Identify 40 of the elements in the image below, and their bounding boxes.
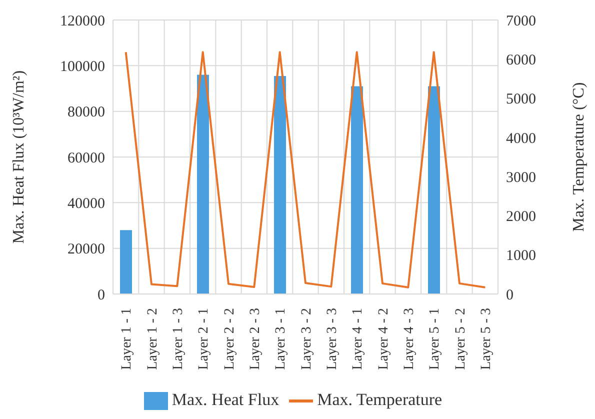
x-tick-label: Layer 4 - 2 <box>376 308 392 370</box>
x-tick-label: Layer 3 - 1 <box>274 308 289 370</box>
y-tick-label: 80000 <box>68 104 105 121</box>
y2-axis-title: Max. Temperature (°C) <box>570 82 588 232</box>
y-tick-label: 60000 <box>68 150 105 166</box>
x-tick-label: Layer 2 - 3 <box>248 308 264 370</box>
x-tick-label: Layer 5 - 1 <box>428 308 443 370</box>
bar <box>197 74 209 294</box>
legend-label: Max. Heat Flux <box>172 390 280 409</box>
line-series <box>124 51 486 288</box>
x-tick-label: Layer 5 - 3 <box>479 308 494 370</box>
y2-tick-label: 4000 <box>506 130 536 147</box>
y2-tick-label: 1000 <box>506 248 536 264</box>
y2-tick-label: 0 <box>506 287 514 304</box>
y-tick-label: 40000 <box>68 196 105 212</box>
x-tick-label: Layer 5 - 2 <box>453 308 468 370</box>
y-tick-label: 0 <box>98 287 105 304</box>
y2-tick-label: 2000 <box>506 209 536 226</box>
x-tick-label: Layer 4 - 1 <box>350 308 366 370</box>
x-tick-label: Layer 1 - 1 <box>120 308 135 370</box>
y2-tick-label: 7000 <box>506 13 536 30</box>
y2-tick-label: 6000 <box>506 52 536 68</box>
x-tick-label: Layer 4 - 3 <box>402 308 418 370</box>
y2-tick-label: 3000 <box>506 170 536 186</box>
y-tick-label: 20000 <box>68 242 105 258</box>
x-tick-label: Layer 2 - 2 <box>222 308 238 370</box>
bar <box>274 76 286 294</box>
x-tick-label: Layer 3 - 3 <box>325 308 340 370</box>
x-tick-label: Layer 3 - 2 <box>299 308 314 370</box>
bar <box>428 86 440 294</box>
x-tick-label: Layer 2 - 1 <box>196 308 212 370</box>
bar <box>351 86 363 294</box>
y2-tick-label: 5000 <box>506 92 536 108</box>
y-axis-title: Max. Heat Flux (10³W/m²) <box>10 70 28 244</box>
y-tick-label: 100000 <box>60 58 105 75</box>
bar <box>120 230 132 294</box>
x-tick-label: Layer 1 - 3 <box>171 308 186 370</box>
x-tick-label: Layer 1 - 2 <box>145 308 160 370</box>
legend-label: Max. Temperature <box>317 390 442 409</box>
y-tick-label: 120000 <box>60 13 105 30</box>
